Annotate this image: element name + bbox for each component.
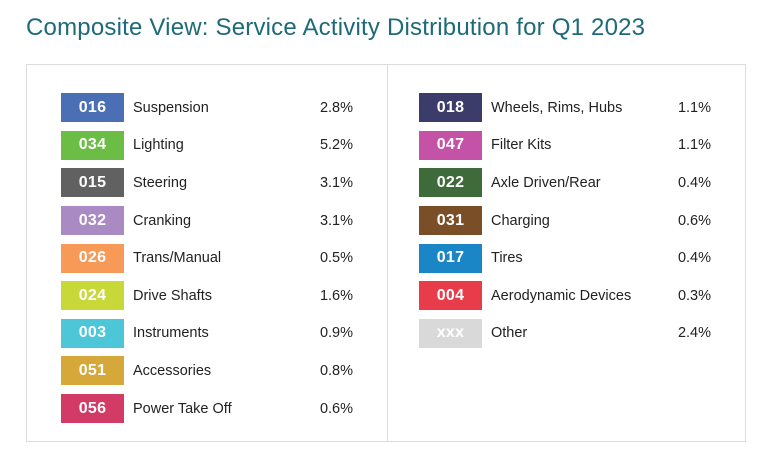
category-code-badge: 032 (61, 206, 124, 236)
category-code-badge: 003 (61, 318, 124, 348)
category-code-badge: 018 (419, 93, 482, 123)
category-percent: 0.3% (677, 287, 711, 304)
category-label: Drive Shafts (133, 287, 212, 304)
legend-row: 047 Filter Kits 1.1% (419, 127, 711, 165)
category-label: Charging (491, 212, 550, 229)
legend-row: 056 Power Take Off 0.6% (61, 390, 353, 428)
category-percent: 0.4% (677, 174, 711, 191)
category-code-badge: 034 (61, 130, 124, 160)
category-label: Trans/Manual (133, 250, 222, 267)
category-percent: 0.5% (319, 250, 353, 267)
legend-row: 026 Trans/Manual 0.5% (61, 239, 353, 277)
legend-row: 024 Drive Shafts 1.6% (61, 277, 353, 315)
category-label: Accessories (133, 362, 212, 379)
category-label: Suspension (133, 99, 209, 116)
legend-row: 022 Axle Driven/Rear 0.4% (419, 164, 711, 202)
category-label: Instruments (133, 325, 209, 342)
category-label: Other (491, 325, 528, 342)
category-percent: 0.4% (677, 250, 711, 267)
page-title: Composite View: Service Activity Distrib… (26, 14, 646, 41)
category-label: Filter Kits (491, 137, 552, 154)
category-code-badge: 047 (419, 130, 482, 160)
category-percent: 0.9% (319, 325, 353, 342)
category-code-badge: 056 (61, 394, 124, 424)
legend-row: 017 Tires 0.4% (419, 239, 711, 277)
legend-row: 016 Suspension 2.8% (61, 89, 353, 127)
legend-row: xxx Other 2.4% (419, 315, 711, 353)
category-code-badge: 026 (61, 243, 124, 273)
category-label: Wheels, Rims, Hubs (491, 99, 623, 116)
category-percent: 1.1% (677, 137, 711, 154)
category-percent: 5.2% (319, 137, 353, 154)
legend-row: 032 Cranking 3.1% (61, 202, 353, 240)
legend-row: 003 Instruments 0.9% (61, 315, 353, 353)
column-divider (387, 65, 388, 441)
category-code-badge: 017 (419, 243, 482, 273)
category-code-badge: 015 (61, 168, 124, 198)
category-code-badge: 031 (419, 206, 482, 236)
right-legend-column: 018 Wheels, Rims, Hubs 1.1% 047 Filter K… (419, 89, 711, 352)
legend-row: 015 Steering 3.1% (61, 164, 353, 202)
category-percent: 2.4% (677, 325, 711, 342)
category-label: Power Take Off (133, 400, 232, 417)
category-percent: 0.8% (319, 362, 353, 379)
category-label: Aerodynamic Devices (491, 287, 632, 304)
category-percent: 0.6% (677, 212, 711, 229)
category-label: Lighting (133, 137, 184, 154)
category-code-badge: 051 (61, 356, 124, 386)
category-label: Tires (491, 250, 523, 267)
category-label: Cranking (133, 212, 192, 229)
legend-row: 031 Charging 0.6% (419, 202, 711, 240)
category-code-badge: 004 (419, 281, 482, 311)
legend-panel: 016 Suspension 2.8% 034 Lighting 5.2% 01… (26, 64, 746, 442)
legend-row: 018 Wheels, Rims, Hubs 1.1% (419, 89, 711, 127)
legend-row: 051 Accessories 0.8% (61, 352, 353, 390)
category-label: Steering (133, 174, 188, 191)
category-code-badge: xxx (419, 318, 482, 348)
category-label: Axle Driven/Rear (491, 174, 601, 191)
legend-row: 034 Lighting 5.2% (61, 127, 353, 165)
category-percent: 3.1% (319, 212, 353, 229)
category-percent: 0.6% (319, 400, 353, 417)
category-percent: 3.1% (319, 174, 353, 191)
category-code-badge: 024 (61, 281, 124, 311)
legend-row: 004 Aerodynamic Devices 0.3% (419, 277, 711, 315)
category-percent: 1.6% (319, 287, 353, 304)
category-percent: 1.1% (677, 99, 711, 116)
category-code-badge: 016 (61, 93, 124, 123)
category-percent: 2.8% (319, 99, 353, 116)
left-legend-column: 016 Suspension 2.8% 034 Lighting 5.2% 01… (61, 89, 353, 427)
category-code-badge: 022 (419, 168, 482, 198)
